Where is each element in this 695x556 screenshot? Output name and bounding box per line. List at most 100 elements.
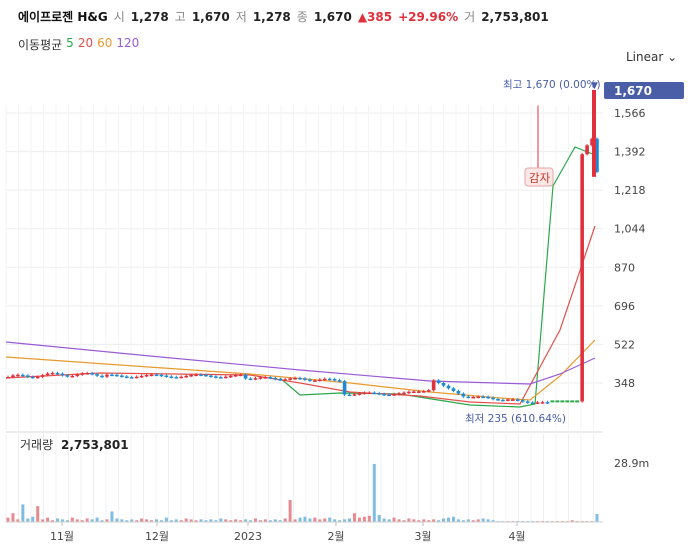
candle bbox=[456, 390, 461, 394]
volume-bar bbox=[392, 517, 396, 522]
volume-bar bbox=[273, 519, 277, 522]
volume-bar bbox=[258, 520, 262, 522]
volume-bar bbox=[120, 519, 124, 522]
candle bbox=[85, 373, 89, 375]
volume-bar bbox=[145, 519, 149, 522]
moving-averages bbox=[5, 146, 596, 408]
volume-bar bbox=[456, 519, 460, 522]
last-price-label: 1,670 bbox=[614, 84, 652, 98]
candle bbox=[352, 394, 357, 396]
volume-bar bbox=[323, 518, 327, 522]
volume-bar bbox=[377, 514, 381, 522]
x-tick-label: 2월 bbox=[327, 530, 344, 543]
volume-bar bbox=[164, 517, 168, 522]
candle bbox=[21, 374, 25, 377]
candle bbox=[120, 375, 124, 378]
volume-bar bbox=[239, 520, 243, 522]
scale-mode-button[interactable]: Linear ⌄ bbox=[626, 50, 677, 64]
y-tick-label: 1,566 bbox=[614, 107, 646, 120]
volume-bar bbox=[268, 520, 272, 522]
volume-value: 2,753,801 bbox=[481, 10, 549, 24]
volume-bar bbox=[308, 518, 312, 522]
volume-bar bbox=[65, 520, 69, 522]
change-value: ▲385 bbox=[357, 10, 393, 24]
volume-bar bbox=[382, 518, 386, 522]
ma-120: 120 bbox=[116, 36, 140, 50]
candle bbox=[6, 377, 10, 379]
candle bbox=[228, 375, 233, 378]
candle bbox=[55, 372, 60, 375]
candle bbox=[402, 392, 406, 395]
scale-mode-label: Linear bbox=[626, 50, 664, 64]
volume-bar bbox=[318, 519, 322, 522]
candle bbox=[367, 392, 372, 395]
volume-bar bbox=[442, 518, 446, 522]
candle bbox=[491, 397, 495, 400]
x-tick-label: 11월 bbox=[50, 530, 74, 543]
volume-bar bbox=[407, 518, 411, 522]
volume-bar bbox=[229, 520, 233, 522]
volume-bar bbox=[303, 516, 307, 522]
volume-pane-label: 거래량 bbox=[20, 438, 53, 452]
open-value: 1,278 bbox=[130, 10, 169, 24]
ma-legend[interactable]: 이동평균 5 20 60 120 bbox=[18, 36, 139, 53]
candle bbox=[347, 394, 352, 397]
volume-bar bbox=[367, 515, 371, 522]
candle bbox=[431, 380, 436, 391]
candle bbox=[184, 375, 188, 378]
volume-bar bbox=[115, 518, 119, 522]
candle bbox=[263, 377, 268, 379]
candle bbox=[525, 401, 530, 403]
candle bbox=[421, 391, 426, 393]
volume-bar bbox=[100, 520, 104, 522]
candle bbox=[585, 145, 589, 155]
y-tick-label: 870 bbox=[614, 261, 635, 274]
candle bbox=[100, 375, 104, 378]
candle bbox=[75, 374, 80, 377]
candle bbox=[337, 380, 342, 382]
volume-bar bbox=[154, 519, 158, 522]
candle bbox=[412, 391, 416, 393]
volume-bar bbox=[95, 517, 99, 522]
candle bbox=[377, 393, 382, 395]
candle bbox=[144, 374, 149, 377]
candle bbox=[303, 378, 307, 380]
candle bbox=[362, 392, 367, 395]
candle bbox=[209, 375, 213, 378]
volume-bar bbox=[31, 516, 35, 522]
candle bbox=[397, 393, 401, 395]
candle bbox=[60, 373, 65, 376]
volume-bar bbox=[362, 516, 366, 522]
volume-bar bbox=[16, 519, 20, 522]
candle bbox=[417, 391, 421, 393]
x-tick-label: 12월 bbox=[145, 530, 169, 543]
volume-bar bbox=[387, 519, 391, 522]
volume-bar bbox=[451, 516, 455, 522]
candle bbox=[580, 154, 584, 402]
volume-bar bbox=[476, 519, 480, 522]
candle bbox=[407, 391, 411, 394]
ma-line-120 bbox=[5, 341, 596, 385]
candle bbox=[530, 402, 535, 404]
candle bbox=[496, 399, 500, 401]
volume-bar bbox=[288, 500, 292, 522]
change-pct: +29.96% bbox=[398, 10, 459, 24]
volume-bar bbox=[234, 519, 238, 522]
candle bbox=[169, 376, 174, 378]
candle bbox=[70, 375, 75, 378]
volume-bar bbox=[283, 518, 287, 522]
volume-bar bbox=[169, 520, 173, 522]
y-tick-label: 1,392 bbox=[614, 146, 646, 159]
volume-bar bbox=[51, 520, 55, 522]
y-axis-ticks: 348 522 696 870 1,044 1,218 1,392 1,566 bbox=[614, 107, 646, 390]
candle bbox=[25, 375, 30, 377]
candle bbox=[298, 377, 302, 380]
candle bbox=[318, 379, 322, 381]
candle bbox=[466, 396, 471, 399]
grid bbox=[5, 105, 603, 430]
volume-bar bbox=[278, 520, 282, 522]
volume-bar bbox=[357, 517, 361, 522]
volume-bar bbox=[174, 519, 178, 522]
candle bbox=[223, 376, 228, 379]
